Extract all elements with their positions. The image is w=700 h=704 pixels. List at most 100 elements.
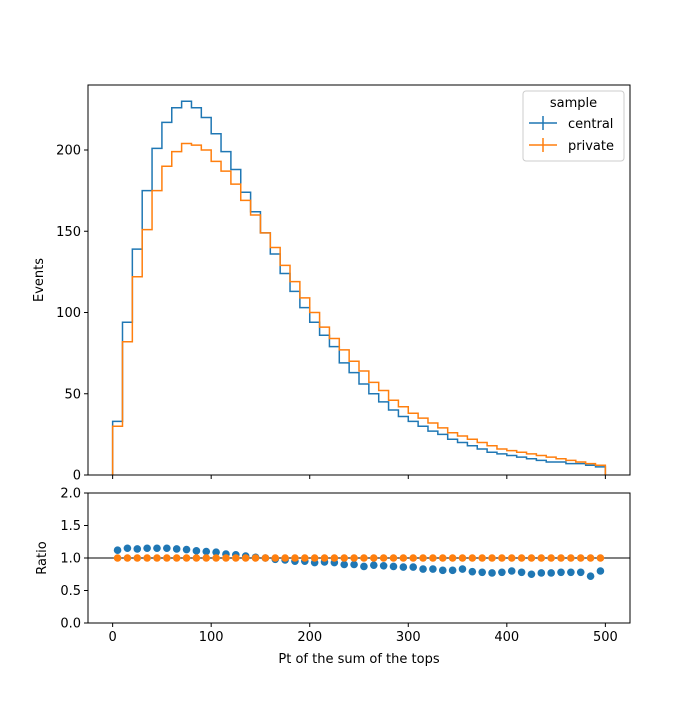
ratio-point-central [517, 568, 526, 577]
ratio-point-private [172, 554, 181, 562]
ratio-point-private [448, 554, 457, 562]
ratio-point-central [438, 566, 447, 575]
ratio-point-private [369, 554, 378, 562]
ratio-point-central [429, 565, 437, 573]
ratio-y-axis: 0.0 0.5 1.0 1.5 2.0 [60, 487, 88, 632]
ratio-point-private [320, 554, 329, 562]
ratio-point-central [488, 569, 496, 577]
ratio-point-private [291, 554, 299, 562]
ratio-point-private [389, 554, 398, 562]
main-y-tick-label: 200 [56, 144, 81, 159]
ratio-point-private [399, 554, 408, 562]
ratio-point-private [557, 554, 565, 562]
ratio-point-central [163, 544, 171, 553]
ratio-point-private [202, 554, 211, 562]
legend-label-central: central [568, 117, 613, 132]
ratio-point-central [153, 544, 161, 553]
ratio-point-private [271, 554, 280, 562]
histogram-series-private [111, 142, 607, 475]
ratio-y-axis-label: Ratio [35, 541, 50, 574]
legend-entry-central: central [529, 116, 613, 132]
ratio-series-central [113, 544, 605, 580]
ratio-point-central [498, 568, 506, 577]
ratio-point-central [537, 569, 546, 577]
ratio-y-tick-label: 1.5 [60, 519, 81, 534]
ratio-point-central [113, 546, 122, 554]
ratio-point-private [379, 554, 388, 562]
ratio-series-private [113, 554, 605, 562]
ratio-point-central [360, 562, 368, 571]
ratio-point-central [212, 548, 220, 556]
ratio-point-private [340, 554, 349, 562]
ratio-point-private [507, 554, 516, 562]
ratio-point-central [192, 547, 201, 555]
ratio-point-private [153, 554, 161, 562]
ratio-point-private [488, 554, 496, 562]
ratio-point-central [468, 567, 477, 576]
ratio-point-private [281, 554, 289, 562]
ratio-point-central [596, 567, 605, 575]
ratio-y-tick-label: 0.0 [60, 617, 81, 632]
ratio-x-tick-label: 0 [108, 630, 116, 645]
ratio-point-central [340, 560, 349, 569]
ratio-point-central [350, 560, 358, 569]
ratio-x-tick-label: 500 [593, 630, 618, 645]
ratio-x-tick-label: 200 [297, 630, 322, 645]
ratio-point-private [468, 554, 477, 562]
ratio-point-private [310, 554, 319, 562]
ratio-point-private [182, 554, 191, 562]
legend: sample central private [522, 90, 625, 162]
ratio-point-private [143, 554, 151, 562]
ratio-x-tick-label: 100 [199, 630, 224, 645]
main-plot-frame [87, 84, 631, 476]
ratio-point-private [192, 554, 201, 562]
ratio-point-central [448, 566, 457, 575]
ratio-point-central [507, 567, 516, 575]
ratio-point-private [419, 554, 427, 562]
ratio-point-private [409, 554, 418, 562]
ratio-point-central [576, 568, 585, 577]
ratio-panel: 0.0 0.5 1.0 1.5 2.0 0 100 200 300 400 500 Ratio P… [35, 487, 631, 667]
ratio-y-tick-label: 0.5 [60, 584, 81, 599]
main-y-tick-label: 0 [73, 469, 81, 484]
legend-label-private: private [568, 139, 614, 154]
ratio-x-tick-label: 400 [494, 630, 519, 645]
histogram-series-central [111, 100, 607, 475]
ratio-point-private [596, 554, 605, 562]
ratio-point-private [498, 554, 506, 562]
main-y-tick-label: 150 [56, 225, 81, 240]
ratio-point-central [389, 562, 398, 571]
ratio-point-central [123, 544, 132, 553]
ratio-point-private [241, 554, 250, 562]
ratio-point-private [350, 554, 358, 562]
ratio-point-private [576, 554, 585, 562]
legend-entry-private: private [529, 138, 614, 154]
ratio-point-private [429, 554, 437, 562]
ratio-point-private [251, 554, 260, 562]
main-y-tick-label: 100 [56, 306, 81, 321]
ratio-point-private [537, 554, 546, 562]
ratio-point-private [113, 554, 122, 562]
ratio-point-private [301, 554, 309, 562]
ratio-point-private [586, 554, 595, 562]
ratio-point-central [182, 545, 191, 554]
ratio-point-central [586, 572, 595, 580]
ratio-point-private [517, 554, 526, 562]
ratio-point-central [478, 568, 486, 577]
main-y-tick-label: 50 [64, 387, 81, 402]
ratio-point-private [232, 554, 240, 562]
ratio-point-private [527, 554, 536, 562]
ratio-point-private [212, 554, 220, 562]
main-x-axis [112, 475, 606, 479]
ratio-point-private [222, 554, 230, 562]
ratio-point-private [458, 554, 467, 562]
ratio-x-tick-label: 300 [396, 630, 421, 645]
main-histogram-panel: 0 50 100 150 200 Events sample central priva… [32, 84, 631, 484]
ratio-x-axis: 0 100 200 300 400 500 [108, 623, 618, 645]
ratio-point-private [438, 554, 447, 562]
ratio-y-tick-label: 1.0 [60, 552, 81, 567]
ratio-point-central [133, 545, 142, 553]
main-y-axis-label: Events [32, 258, 47, 302]
ratio-point-private [261, 554, 270, 562]
